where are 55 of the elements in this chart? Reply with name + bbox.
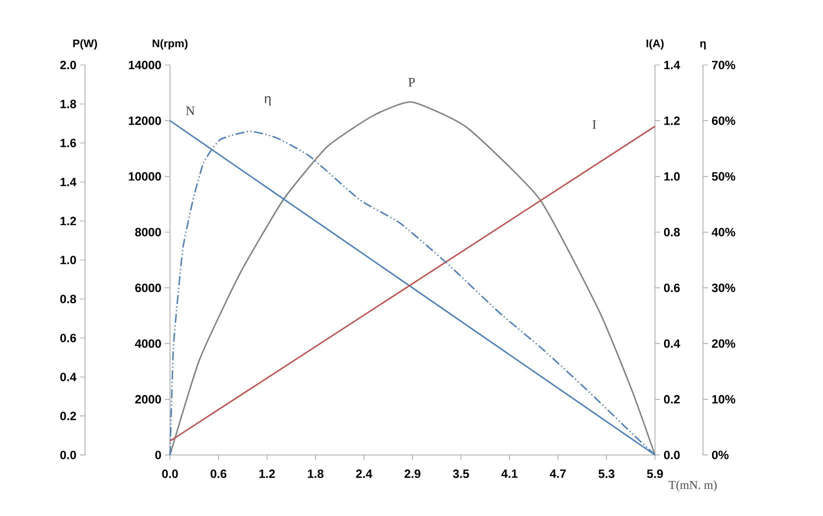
y2-tick-label: 10% bbox=[712, 395, 736, 404]
y2-tick-label: 12000 bbox=[128, 116, 161, 125]
y2-tick-label: 0 bbox=[155, 450, 161, 460]
x-tick-label: 2.9 bbox=[404, 470, 420, 478]
y-tick-label: 0.4 bbox=[664, 339, 680, 348]
x-tick-label: 5.3 bbox=[598, 470, 614, 478]
y-tick-label: 0.8 bbox=[664, 228, 680, 236]
y2-tick-label: 0% bbox=[712, 450, 729, 460]
y2-tick-label: 4000 bbox=[134, 339, 161, 348]
x-tick-label: 3.5 bbox=[452, 470, 469, 478]
y2-axis-title: η bbox=[700, 41, 706, 50]
x-tick-label: 2.4 bbox=[356, 470, 372, 478]
series-label: N bbox=[186, 106, 195, 116]
y-tick-label: 1.0 bbox=[60, 256, 76, 264]
x-axis-title: T(mN. m) bbox=[668, 480, 717, 492]
text: η bbox=[264, 96, 271, 106]
series-label: P bbox=[408, 78, 415, 87]
y-tick-label: 1.2 bbox=[60, 216, 76, 226]
y-tick-label: 1.6 bbox=[60, 138, 76, 148]
y-tick-label: 2.0 bbox=[60, 60, 76, 70]
y-tick-label: 0.0 bbox=[60, 450, 76, 460]
x-tick-label: 4.7 bbox=[550, 470, 566, 478]
y-tick-label: 1.2 bbox=[664, 116, 680, 125]
y2-tick-label: 70% bbox=[712, 60, 736, 70]
x-tick-label: 5.9 bbox=[647, 470, 663, 478]
y-tick-label: 0.8 bbox=[60, 294, 76, 304]
y2-tick-label: 60% bbox=[712, 116, 736, 125]
x-tick-label: 0.0 bbox=[162, 470, 178, 478]
y2-tick-label: 14000 bbox=[128, 60, 161, 70]
y-tick-label: 0.2 bbox=[60, 412, 76, 420]
x-tick-label: 4.1 bbox=[501, 470, 518, 478]
y-tick-label: 1.0 bbox=[664, 172, 680, 181]
y2-tick-label: 10000 bbox=[128, 172, 161, 181]
y-tick-label: 0.6 bbox=[60, 334, 76, 342]
y-tick-label: 0.2 bbox=[664, 395, 680, 404]
y-axis-title: P(W) bbox=[73, 39, 97, 50]
x-tick-label: 1.2 bbox=[259, 470, 275, 478]
y-tick-label: 1.8 bbox=[60, 100, 76, 108]
y2-axis-title: N(rpm) bbox=[152, 39, 188, 50]
y-tick-label: 0.4 bbox=[60, 372, 76, 382]
y2-tick-label: 40% bbox=[712, 228, 736, 236]
y-axis-title: I(A) bbox=[646, 39, 664, 50]
y-tick-label: 0.0 bbox=[664, 450, 680, 460]
y-tick-label: 0.6 bbox=[664, 284, 680, 292]
y2-tick-label: 50% bbox=[712, 172, 736, 181]
x-tick-label: 0.6 bbox=[210, 470, 226, 478]
y-tick-label: 1.4 bbox=[60, 178, 76, 186]
y2-tick-label: 2000 bbox=[135, 395, 161, 404]
text: I bbox=[592, 120, 596, 129]
y2-tick-label: 30% bbox=[712, 284, 736, 292]
y2-tick-label: 8000 bbox=[135, 228, 161, 236]
x-tick-label: 1.8 bbox=[308, 470, 324, 478]
y-tick-label: 1.4 bbox=[664, 60, 680, 70]
y2-tick-label: 20% bbox=[712, 339, 736, 348]
y2-tick-label: 6000 bbox=[135, 284, 161, 292]
